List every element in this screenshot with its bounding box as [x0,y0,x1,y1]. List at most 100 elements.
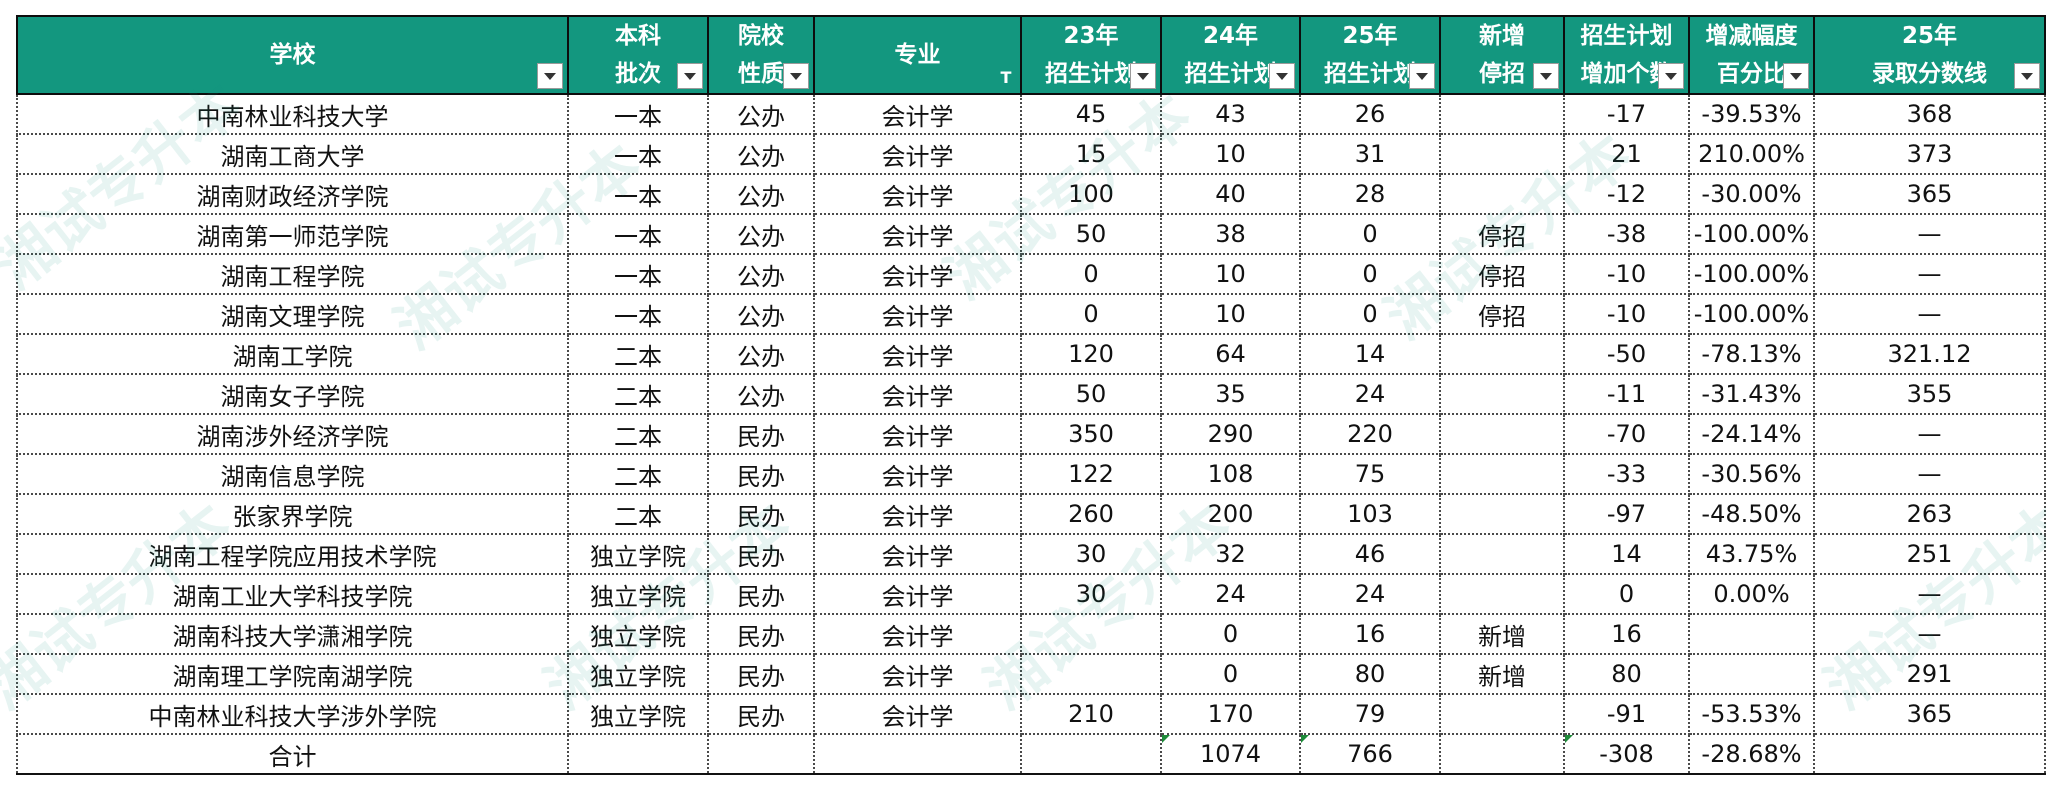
cell-plan24[interactable]: 290 [1160,414,1301,455]
cell-nature[interactable]: 公办 [707,374,815,415]
cell-plan23[interactable]: 120 [1020,334,1162,375]
cell-plan23[interactable] [1020,654,1162,695]
cell-nature[interactable]: 民办 [707,494,815,535]
cell-level[interactable]: 二本 [567,334,709,375]
cell-nature[interactable]: 公办 [707,334,815,375]
cell-plan24[interactable]: 200 [1160,494,1301,535]
cell-pct[interactable]: -24.14% [1688,414,1815,455]
cell-plan25[interactable]: 28 [1299,174,1441,215]
cell-major[interactable]: 会计学 [813,454,1022,495]
cell-major[interactable]: 会计学 [813,574,1022,615]
cell-status[interactable] [1439,494,1565,535]
cell-score25[interactable]: — [1813,294,2046,335]
cell-pct[interactable] [1688,654,1815,695]
cell-plan25[interactable]: 0 [1299,294,1441,335]
cell-plan24[interactable]: 10 [1160,134,1301,175]
cell-pct[interactable]: -100.00% [1688,294,1815,335]
filter-active-icon[interactable]: T [996,67,1016,89]
cell-status[interactable] [1439,134,1565,175]
cell-status[interactable] [1439,574,1565,615]
cell-plan23[interactable]: 210 [1020,694,1162,735]
cell-score25[interactable]: — [1813,254,2046,295]
cell-increase[interactable]: 0 [1563,574,1690,615]
cell-level[interactable]: 二本 [567,494,709,535]
cell-pct[interactable]: -39.53% [1688,94,1815,135]
cell-plan24[interactable]: 43 [1160,94,1301,135]
cell-nature[interactable]: 公办 [707,214,815,255]
cell-increase[interactable]: -12 [1563,174,1690,215]
cell-school[interactable]: 湖南工程学院 [16,254,569,295]
cell-nature[interactable]: 民办 [707,614,815,655]
cell-plan25[interactable]: 24 [1299,374,1441,415]
cell-plan23[interactable]: 350 [1020,414,1162,455]
cell-school[interactable]: 湖南科技大学潇湘学院 [16,614,569,655]
cell-level[interactable]: 一本 [567,294,709,335]
cell-level[interactable]: 一本 [567,214,709,255]
cell-increase[interactable]: -10 [1563,294,1690,335]
cell-status[interactable] [1439,374,1565,415]
cell-status[interactable] [1439,534,1565,575]
cell-pct[interactable]: -78.13% [1688,334,1815,375]
cell-plan23[interactable]: 50 [1020,214,1162,255]
cell-status[interactable] [1439,334,1565,375]
cell-score25[interactable]: 291 [1813,654,2046,695]
cell-plan24[interactable]: 1074 [1160,734,1301,775]
cell-pct[interactable]: 43.75% [1688,534,1815,575]
cell-plan23[interactable] [1020,734,1162,775]
filter-dropdown-icon[interactable] [783,63,809,89]
cell-status[interactable] [1439,174,1565,215]
cell-pct[interactable]: 0.00% [1688,574,1815,615]
cell-nature[interactable]: 民办 [707,694,815,735]
cell-increase[interactable]: 14 [1563,534,1690,575]
cell-nature[interactable]: 公办 [707,294,815,335]
cell-nature[interactable]: 民办 [707,574,815,615]
cell-pct[interactable] [1688,614,1815,655]
cell-major[interactable]: 会计学 [813,414,1022,455]
cell-increase[interactable]: -33 [1563,454,1690,495]
cell-plan24[interactable]: 0 [1160,654,1301,695]
cell-score25[interactable]: 355 [1813,374,2046,415]
filter-dropdown-icon[interactable] [1269,63,1295,89]
cell-level[interactable]: 二本 [567,374,709,415]
cell-plan24[interactable]: 32 [1160,534,1301,575]
cell-level[interactable] [567,734,709,775]
cell-nature[interactable]: 民办 [707,654,815,695]
cell-pct[interactable]: -31.43% [1688,374,1815,415]
filter-dropdown-icon[interactable] [1409,63,1435,89]
cell-nature[interactable]: 民办 [707,454,815,495]
cell-plan25[interactable]: 24 [1299,574,1441,615]
cell-level[interactable]: 一本 [567,94,709,135]
cell-school[interactable]: 湖南信息学院 [16,454,569,495]
cell-pct[interactable]: -30.00% [1688,174,1815,215]
cell-score25[interactable]: — [1813,414,2046,455]
cell-status[interactable]: 新增 [1439,614,1565,655]
cell-level[interactable]: 一本 [567,254,709,295]
cell-increase[interactable]: -11 [1563,374,1690,415]
cell-school[interactable]: 湖南工程学院应用技术学院 [16,534,569,575]
cell-major[interactable]: 会计学 [813,534,1022,575]
cell-major[interactable]: 会计学 [813,614,1022,655]
cell-nature[interactable]: 公办 [707,254,815,295]
filter-dropdown-icon[interactable] [1658,63,1684,89]
cell-nature[interactable]: 公办 [707,134,815,175]
cell-score25[interactable]: — [1813,614,2046,655]
cell-plan23[interactable]: 30 [1020,574,1162,615]
cell-plan23[interactable]: 50 [1020,374,1162,415]
cell-school[interactable]: 湖南女子学院 [16,374,569,415]
cell-score25[interactable]: 368 [1813,94,2046,135]
cell-plan25[interactable]: 31 [1299,134,1441,175]
cell-score25[interactable]: 263 [1813,494,2046,535]
cell-plan23[interactable]: 45 [1020,94,1162,135]
cell-school[interactable]: 湖南工业大学科技学院 [16,574,569,615]
cell-increase[interactable]: -308 [1563,734,1690,775]
cell-score25[interactable]: — [1813,454,2046,495]
cell-major[interactable]: 会计学 [813,494,1022,535]
cell-major[interactable]: 会计学 [813,134,1022,175]
filter-dropdown-icon[interactable] [677,63,703,89]
cell-plan25[interactable]: 46 [1299,534,1441,575]
cell-pct[interactable]: -30.56% [1688,454,1815,495]
cell-school[interactable]: 湖南涉外经济学院 [16,414,569,455]
cell-increase[interactable]: -50 [1563,334,1690,375]
cell-increase[interactable]: -70 [1563,414,1690,455]
cell-plan23[interactable]: 15 [1020,134,1162,175]
